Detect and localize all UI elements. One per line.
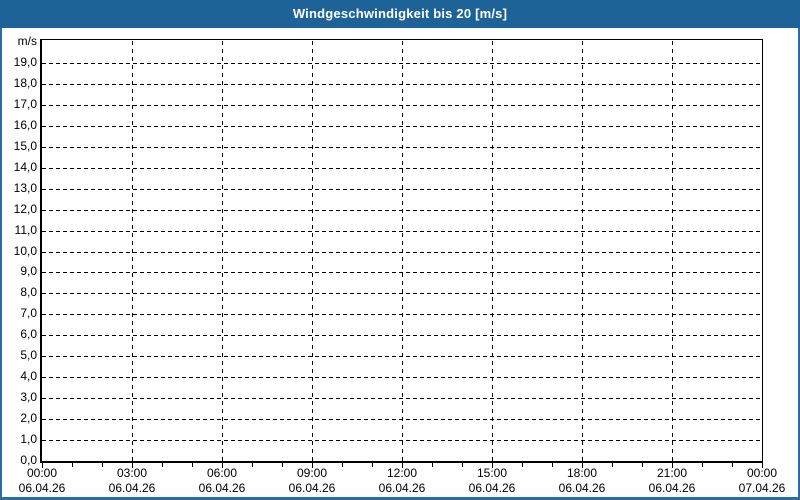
y-tick-label: 19,0 (13, 55, 37, 69)
x-axis-major-tick (402, 463, 403, 468)
x-tick-time-label: 00:00 (26, 466, 58, 480)
x-axis-minor-tick (72, 463, 73, 467)
x-axis-minor-tick (372, 463, 373, 467)
x-tick-date-label: 06.04.26 (18, 481, 66, 495)
v-gridline (222, 41, 223, 461)
y-tick-label: 8,0 (20, 285, 37, 299)
chart-title-bar: Windgeschwindigkeit bis 20 [m/s] (0, 0, 800, 28)
x-axis-minor-tick (642, 463, 643, 467)
x-axis-major-tick (672, 463, 673, 468)
h-gridline (42, 377, 761, 378)
x-axis-minor-tick (252, 463, 253, 467)
x-tick-time-label: 15:00 (476, 466, 508, 480)
y-tick-label: 0,0 (20, 453, 37, 467)
x-tick-time-label: 21:00 (656, 466, 688, 480)
x-axis-major-tick (492, 463, 493, 468)
h-gridline (42, 419, 761, 420)
x-axis-minor-tick (522, 463, 523, 467)
x-tick-time-label: 18:00 (566, 466, 598, 480)
y-tick-label: 13,0 (13, 181, 37, 195)
h-gridline (42, 105, 761, 106)
x-tick-date-label: 06.04.26 (108, 481, 156, 495)
v-gridline (492, 41, 493, 461)
v-gridline (402, 41, 403, 461)
x-axis-minor-tick (192, 463, 193, 467)
h-gridline (42, 335, 761, 336)
x-axis-minor-tick (702, 463, 703, 467)
y-tick-label: 9,0 (20, 264, 37, 278)
x-axis-major-tick (222, 463, 223, 468)
x-tick-date-label: 06.04.26 (648, 481, 696, 495)
x-axis-minor-tick (102, 463, 103, 467)
h-gridline (42, 314, 761, 315)
x-axis-major-tick (132, 463, 133, 468)
v-gridline (582, 41, 583, 461)
x-axis-minor-tick (282, 463, 283, 467)
chart-title: Windgeschwindigkeit bis 20 [m/s] (292, 6, 508, 21)
y-axis-unit-label: m/s (17, 34, 37, 48)
y-tick-label: 17,0 (13, 97, 37, 111)
x-tick-time-label: 03:00 (116, 466, 148, 480)
x-tick-time-label: 06:00 (206, 466, 238, 480)
x-tick-time-label: 12:00 (386, 466, 418, 480)
y-tick-label: 14,0 (13, 160, 37, 174)
h-gridline (42, 231, 761, 232)
x-axis-minor-tick (162, 463, 163, 467)
h-gridline (42, 252, 761, 253)
y-tick-label: 11,0 (14, 223, 37, 237)
h-gridline (42, 147, 761, 148)
chart-frame (0, 28, 800, 500)
h-gridline (42, 272, 761, 273)
x-tick-date-label: 06.04.26 (468, 481, 516, 495)
v-gridline (132, 41, 133, 461)
h-gridline (42, 168, 761, 169)
x-axis-minor-tick (552, 463, 553, 467)
x-tick-date-label: 06.04.26 (198, 481, 246, 495)
x-axis-major-tick (312, 463, 313, 468)
v-gridline (312, 41, 313, 461)
h-gridline (42, 356, 761, 357)
y-tick-label: 2,0 (20, 411, 37, 425)
h-gridline (42, 293, 761, 294)
x-axis-major-tick (582, 463, 583, 468)
v-gridline (672, 41, 673, 461)
x-axis-major-tick (762, 463, 763, 468)
x-tick-date-label: 06.04.26 (288, 481, 336, 495)
y-tick-label: 16,0 (13, 118, 37, 132)
h-gridline (42, 63, 761, 64)
h-gridline (42, 84, 761, 85)
y-tick-label: 15,0 (13, 139, 37, 153)
h-gridline (42, 210, 761, 211)
y-tick-label: 4,0 (20, 369, 37, 383)
x-axis-minor-tick (732, 463, 733, 467)
x-tick-date-label: 06.04.26 (558, 481, 606, 495)
y-tick-label: 6,0 (20, 327, 37, 341)
x-axis-major-tick (42, 463, 43, 468)
y-tick-label: 3,0 (20, 390, 37, 404)
h-gridline (42, 440, 761, 441)
y-tick-label: 7,0 (20, 306, 37, 320)
y-tick-label: 18,0 (13, 76, 37, 90)
y-tick-label: 12,0 (13, 202, 37, 216)
x-tick-time-label: 09:00 (296, 466, 328, 480)
h-gridline (42, 126, 761, 127)
x-axis-minor-tick (612, 463, 613, 467)
h-gridline (42, 189, 761, 190)
y-tick-label: 10,0 (13, 244, 37, 258)
y-tick-label: 1,0 (20, 432, 37, 446)
y-tick-label: 5,0 (20, 348, 37, 362)
x-axis-minor-tick (432, 463, 433, 467)
h-gridline (42, 398, 761, 399)
x-tick-time-label: 00:00 (746, 466, 778, 480)
x-tick-date-label: 06.04.26 (378, 481, 426, 495)
x-tick-date-label: 07.04.26 (738, 481, 786, 495)
plot-border-box (40, 39, 763, 463)
x-axis-minor-tick (462, 463, 463, 467)
x-axis-minor-tick (342, 463, 343, 467)
